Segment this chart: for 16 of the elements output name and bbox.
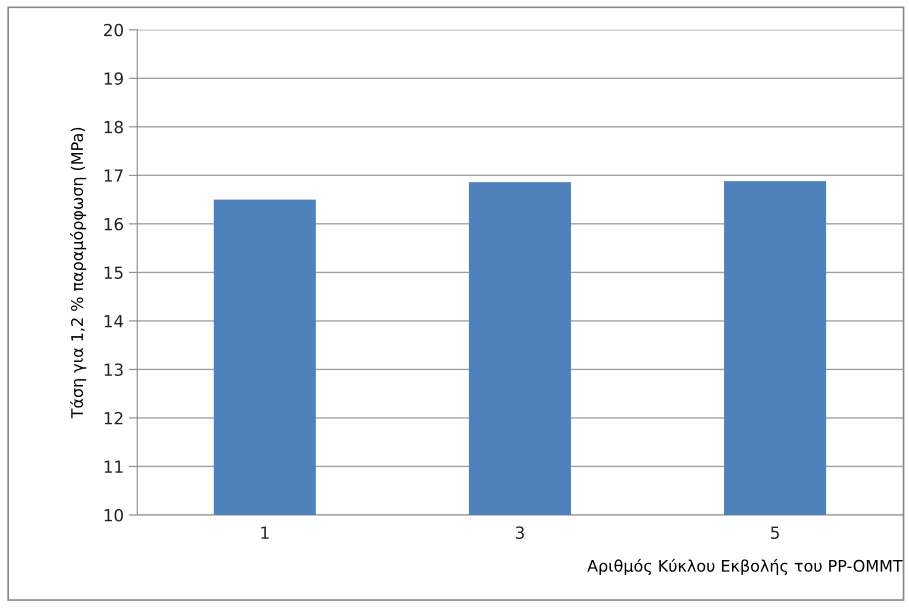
y-tick-label: 14: [104, 315, 124, 328]
y-tick-label: 16: [104, 218, 124, 230]
y-tick-label: 19: [104, 72, 123, 85]
y-tick-label: 10: [104, 508, 123, 522]
y-tick-label: 13: [104, 363, 123, 376]
x-tick-label: 3: [516, 526, 524, 539]
y-axis-title: Τάση για 1,2 % παραμόρφωση (MPa): [70, 128, 86, 418]
y-tick-label: 20: [104, 24, 123, 36]
y-tick-label: 18: [104, 120, 123, 134]
x-tick-label: 1: [261, 526, 269, 539]
y-tick-label: 12: [104, 412, 122, 424]
y-tick-label: 11: [104, 460, 123, 473]
x-axis-title: Αριθμός Κύκλου Εκβολής του PP-OMMT: [587, 558, 903, 576]
x-tick-label: 5: [771, 526, 779, 539]
y-tick-label: 17: [104, 170, 123, 182]
y-tick-label: 15: [104, 266, 123, 279]
